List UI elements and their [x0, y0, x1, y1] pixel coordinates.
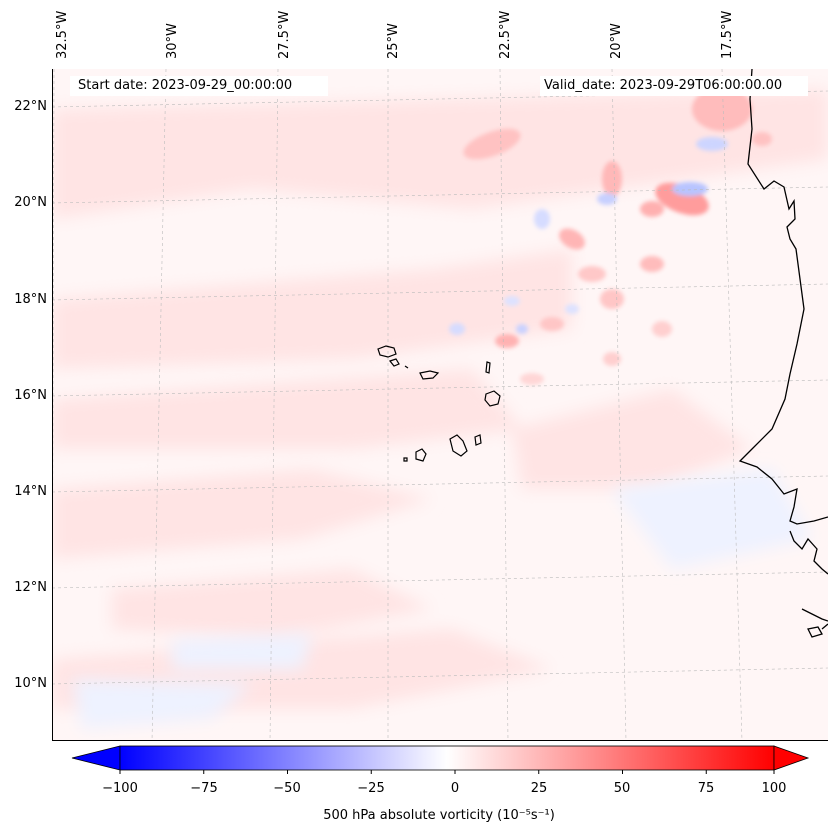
colorbar-ticks	[119, 770, 775, 774]
colorbar-tick-label: 0	[450, 781, 460, 796]
lon-label-32-5w: 32.5°W	[55, 10, 70, 59]
lon-label-17-5w: 17.5°W	[720, 10, 735, 59]
lon-label-22-5w: 22.5°W	[498, 10, 513, 59]
valid-date-label: Valid_date: 2023-09-29T06:00:00.00	[540, 76, 808, 96]
colorbar-tick-label: −75	[190, 781, 218, 796]
africa-coastline	[738, 69, 828, 638]
lon-label-27-5w: 27.5°W	[277, 10, 292, 59]
colorbar-max-extension	[773, 745, 810, 771]
vorticity-map	[52, 69, 828, 741]
gridlines	[52, 69, 828, 741]
weak-negative-bands	[72, 469, 812, 729]
lon-label-30w: 30°W	[165, 23, 180, 59]
lon-label-25w: 25°W	[386, 23, 401, 59]
lat-label-22n: 22°N	[14, 99, 47, 114]
lat-label-12n: 12°N	[14, 580, 47, 595]
colorbar-tick-label: −50	[273, 781, 301, 796]
colorbar-tick-label: −100	[102, 781, 138, 796]
colorbar-label: 500 hPa absolute vorticity (10⁻⁵s⁻¹)	[323, 808, 555, 823]
lat-label-18n: 18°N	[14, 292, 47, 307]
lat-label-20n: 20°N	[14, 195, 47, 210]
lon-label-20w: 20°W	[609, 23, 624, 59]
cape-verde-islands	[377, 345, 501, 462]
lat-label-14n: 14°N	[14, 484, 47, 499]
colorbar	[71, 745, 810, 774]
lat-label-10n: 10°N	[14, 676, 47, 691]
colorbar-tick-label: 25	[530, 781, 548, 796]
colorbar-gradient	[119, 745, 775, 771]
start-date-label: Start date: 2023-09-29_00:00:00	[70, 76, 328, 96]
colorbar-tick-label: 50	[613, 781, 631, 796]
colorbar-tick-label: 100	[761, 781, 787, 796]
lat-label-16n: 16°N	[14, 388, 47, 403]
colorbar-tick-label: −25	[357, 781, 385, 796]
colorbar-min-extension	[71, 745, 121, 771]
colorbar-tick-label: 75	[697, 781, 715, 796]
strong-vorticity-features	[449, 87, 772, 385]
